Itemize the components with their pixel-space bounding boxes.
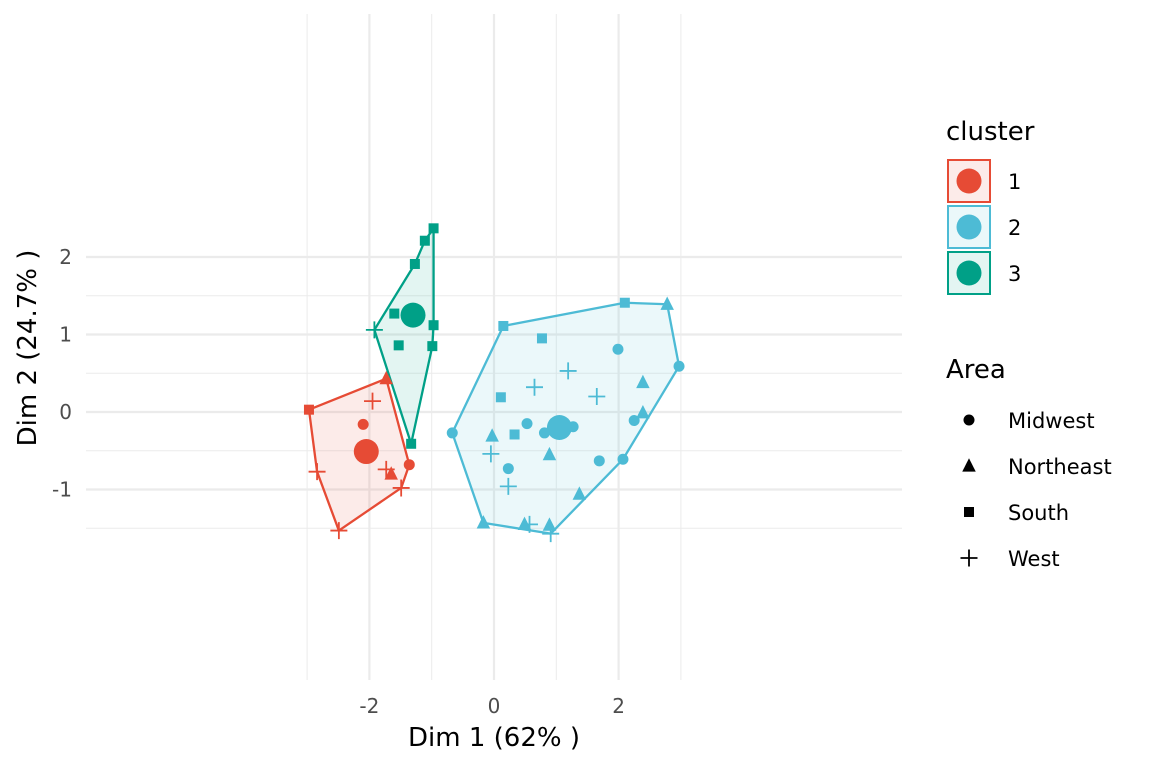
point-midwest bbox=[357, 418, 369, 430]
point-south bbox=[428, 320, 439, 331]
y-tick-label: 2 bbox=[59, 245, 72, 269]
point-northeast bbox=[517, 516, 532, 530]
legend-key-cluster bbox=[947, 159, 991, 203]
point-northeast bbox=[636, 374, 650, 389]
point-midwest bbox=[617, 453, 629, 465]
point-south bbox=[419, 235, 430, 246]
point-south bbox=[303, 404, 314, 415]
legend-label-cluster: 1 bbox=[1008, 170, 1021, 194]
point-northeast bbox=[384, 466, 398, 480]
cluster-legend-title: cluster bbox=[946, 117, 1035, 147]
point-south bbox=[409, 258, 420, 269]
point-west bbox=[542, 525, 560, 543]
cluster-legend: cluster 1 2 3 bbox=[946, 117, 1035, 295]
point-west bbox=[330, 522, 348, 540]
y-tick-label: -1 bbox=[52, 478, 72, 502]
cluster-centers bbox=[353, 302, 572, 465]
area-legend-title: Area bbox=[946, 355, 1006, 385]
point-south bbox=[509, 429, 520, 440]
point-northeast bbox=[660, 296, 674, 310]
legend-label-area: Midwest bbox=[1008, 409, 1095, 433]
x-tick-label: -2 bbox=[359, 694, 379, 718]
point-northeast bbox=[542, 517, 557, 531]
plot-grid bbox=[86, 14, 902, 680]
legend-key-circle bbox=[963, 414, 975, 426]
legend-key-dot bbox=[956, 260, 982, 286]
point-northeast bbox=[379, 370, 393, 385]
y-tick-label: 1 bbox=[59, 323, 72, 347]
legend-label-area: West bbox=[1008, 547, 1060, 571]
point-south bbox=[498, 320, 509, 331]
point-midwest bbox=[593, 455, 605, 467]
point-northeast bbox=[572, 486, 587, 500]
area-legend: Area Midwest Northeast South West bbox=[946, 355, 1112, 571]
legend-label-area: Northeast bbox=[1008, 455, 1112, 479]
point-midwest bbox=[403, 459, 415, 471]
y-axis-ticks: -1 0 1 2 bbox=[52, 245, 72, 502]
point-northeast bbox=[476, 515, 491, 529]
y-axis-title: Dim 2 (24.7% ) bbox=[13, 250, 43, 447]
x-tick-label: 2 bbox=[612, 694, 625, 718]
point-midwest bbox=[612, 343, 624, 355]
legend-label-cluster: 2 bbox=[1008, 216, 1021, 240]
point-northeast bbox=[485, 428, 499, 442]
point-midwest bbox=[446, 427, 458, 439]
x-axis-title: Dim 1 (62% ) bbox=[408, 723, 580, 753]
point-west bbox=[365, 321, 383, 339]
data-points bbox=[303, 223, 685, 543]
point-south bbox=[427, 341, 438, 352]
legend-key-dot bbox=[956, 214, 982, 240]
point-northeast bbox=[542, 446, 557, 461]
cluster-2-center bbox=[546, 415, 572, 440]
point-west bbox=[525, 378, 543, 396]
point-south bbox=[389, 308, 400, 319]
legend-key-triangle bbox=[962, 458, 976, 472]
point-west bbox=[499, 477, 517, 495]
cluster-1-center bbox=[353, 439, 379, 465]
point-west bbox=[521, 515, 539, 533]
point-south bbox=[495, 392, 506, 403]
legend-key-dot bbox=[956, 168, 982, 194]
point-south bbox=[619, 297, 630, 308]
point-south bbox=[393, 340, 404, 351]
point-northeast bbox=[636, 405, 650, 419]
y-tick-label: 0 bbox=[59, 400, 72, 424]
point-west bbox=[392, 479, 410, 497]
legend-key-plus bbox=[960, 549, 978, 567]
point-west bbox=[308, 463, 326, 481]
x-axis-ticks: -2 0 2 bbox=[359, 694, 625, 718]
point-south bbox=[428, 223, 439, 234]
point-west bbox=[364, 392, 382, 410]
point-south bbox=[536, 333, 547, 344]
point-midwest bbox=[502, 463, 514, 475]
point-west bbox=[482, 445, 500, 463]
point-midwest bbox=[521, 418, 533, 430]
point-midwest bbox=[628, 415, 640, 427]
legend-label-cluster: 3 bbox=[1008, 262, 1021, 286]
legend-label-area: South bbox=[1008, 501, 1069, 525]
point-west bbox=[559, 362, 577, 380]
cluster-3-center bbox=[400, 302, 426, 328]
legend-key-square bbox=[964, 507, 974, 517]
point-west bbox=[588, 388, 606, 405]
point-midwest bbox=[673, 360, 685, 372]
x-tick-label: 0 bbox=[488, 694, 501, 718]
point-south bbox=[406, 438, 417, 449]
